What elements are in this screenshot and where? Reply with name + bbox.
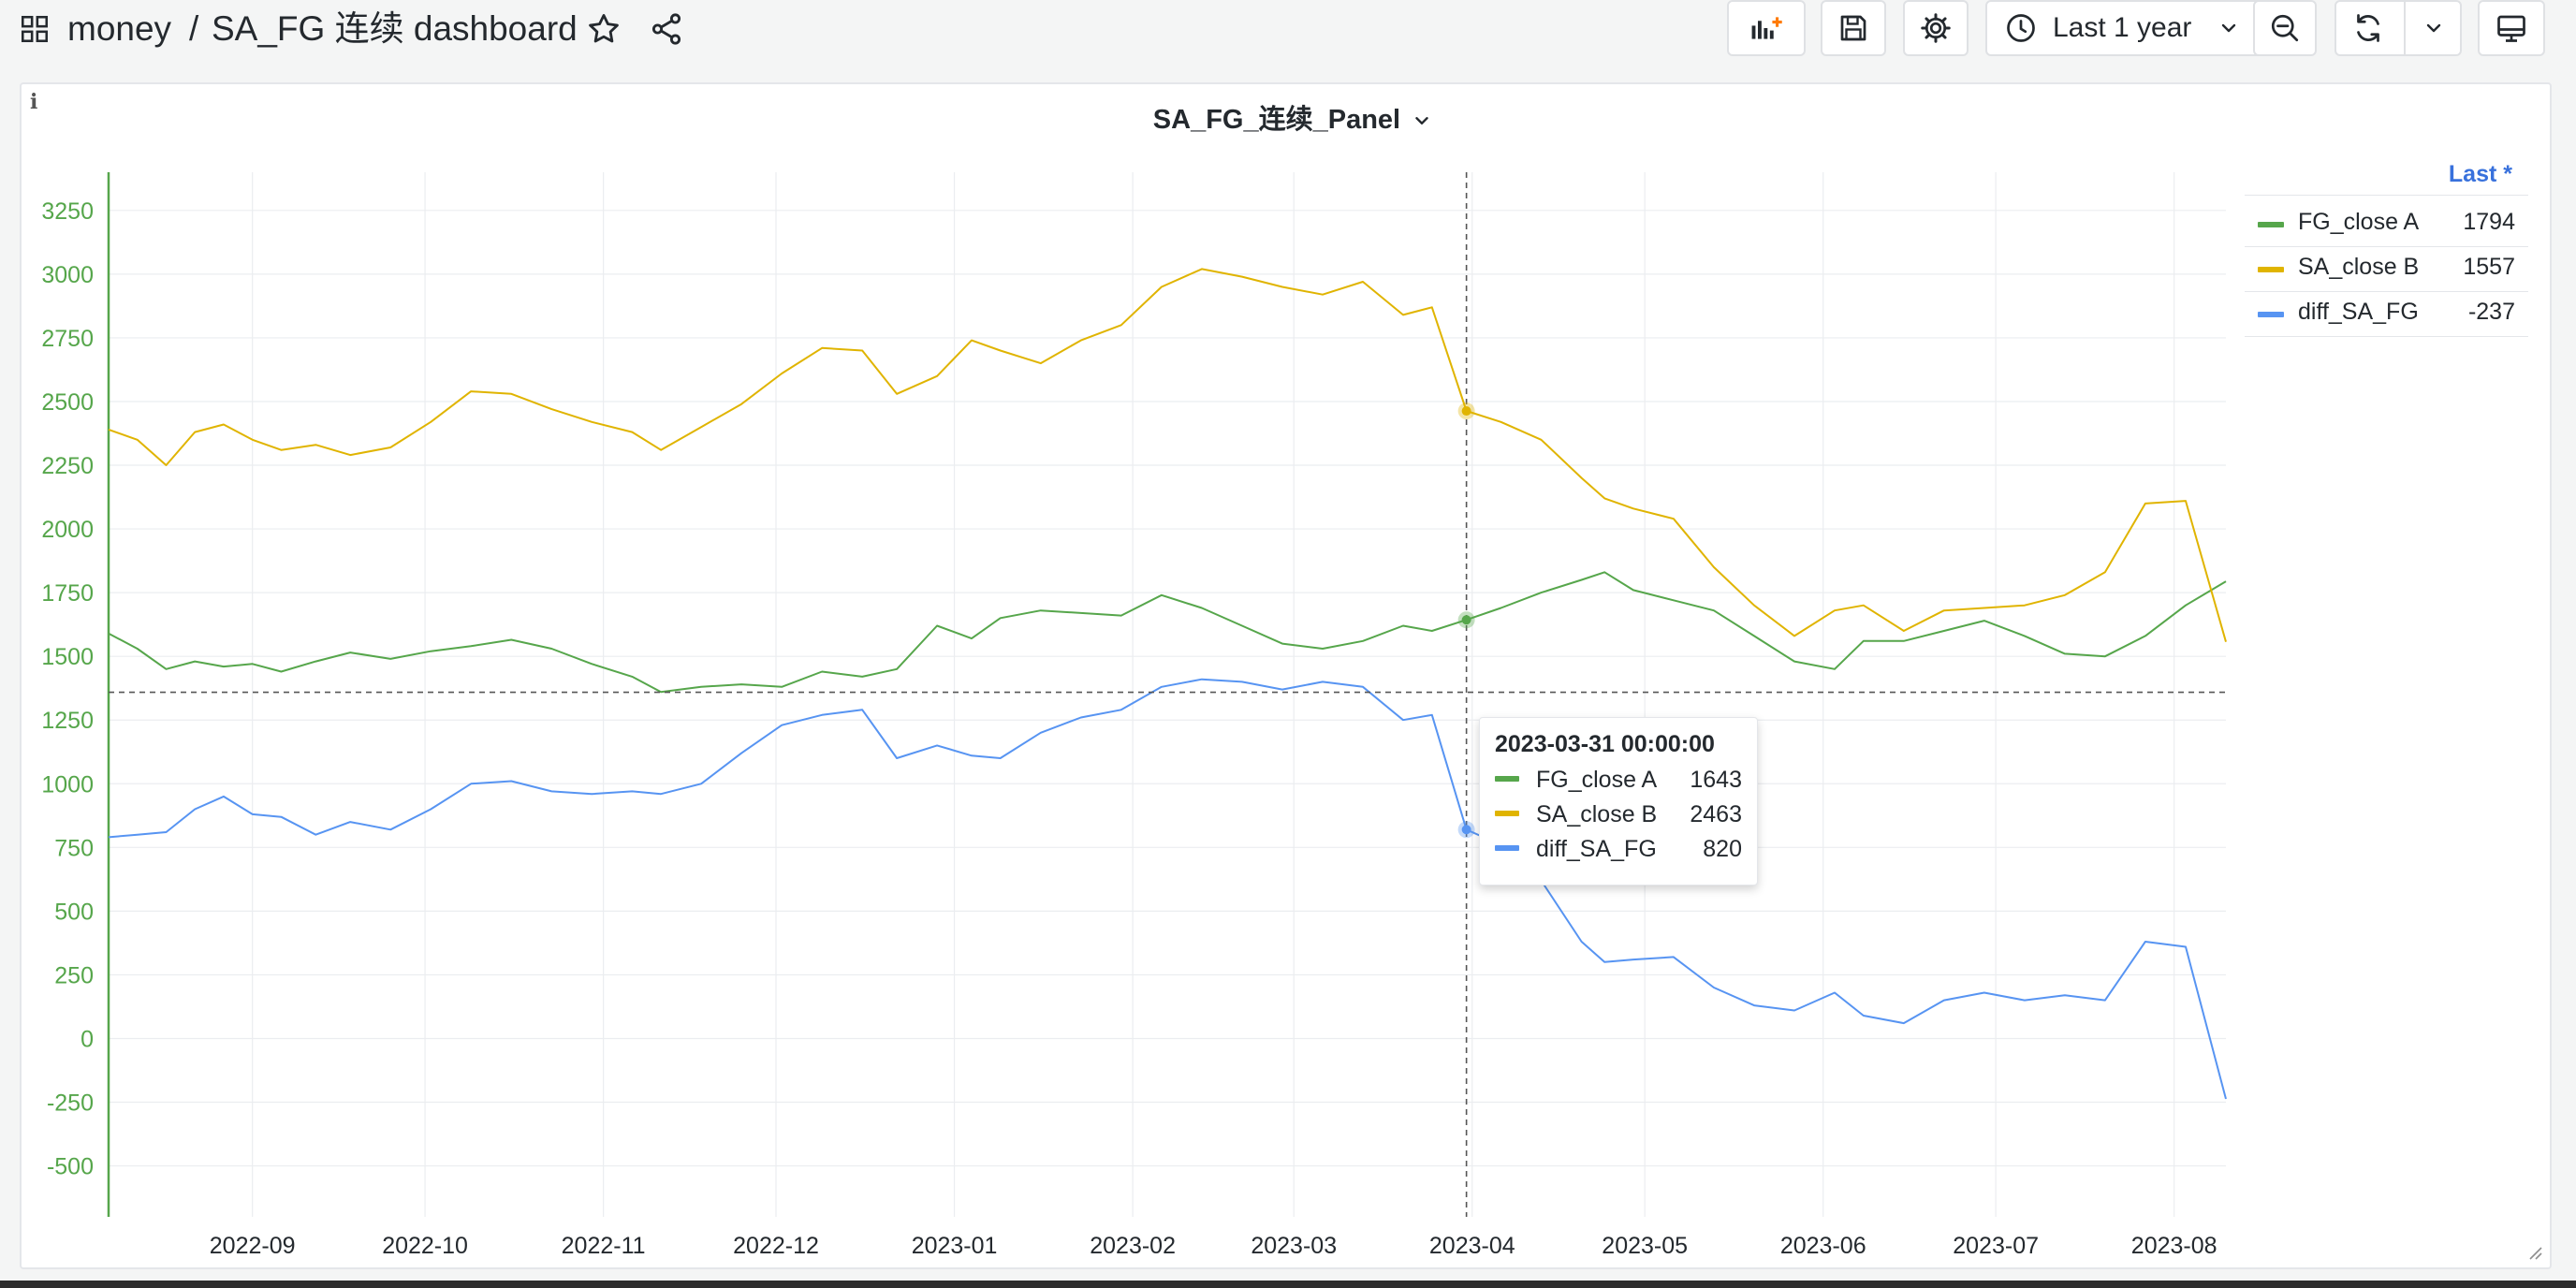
- y-tick-label: 1500: [41, 644, 94, 670]
- legend-series-value: -237: [2467, 299, 2515, 325]
- y-tick-label: 2000: [41, 517, 94, 543]
- legend-item-sa-close-b[interactable]: SA_close B 1557: [2245, 246, 2528, 292]
- tooltip-series-name: diff_SA_FG: [1536, 836, 1657, 862]
- y-tick-label: 250: [54, 962, 94, 988]
- save-icon: [1840, 15, 1866, 41]
- legend-item-fg-close-a[interactable]: FG_close A 1794: [2245, 201, 2528, 247]
- refresh-divider: [2404, 0, 2406, 56]
- y-tick-label: 2750: [41, 326, 94, 352]
- legend-header[interactable]: Last *: [2448, 161, 2512, 187]
- x-tick-label: 2022-10: [382, 1233, 468, 1259]
- hover-point: [1461, 825, 1471, 835]
- tooltip-series-name: FG_close A: [1536, 767, 1658, 793]
- monitor-icon: [2497, 15, 2525, 42]
- tv-mode-button[interactable]: [2478, 0, 2545, 56]
- save-dashboard-button[interactable]: [1821, 0, 1886, 56]
- refresh-button-group[interactable]: [2334, 0, 2462, 56]
- zoom-out-button[interactable]: [2253, 0, 2317, 56]
- breadcrumb-separator: /: [189, 9, 199, 48]
- share-icon[interactable]: [649, 11, 684, 47]
- time-range-picker[interactable]: Last 1 year: [1985, 0, 2266, 56]
- chevron-down-icon: [1415, 117, 1428, 125]
- gear-icon: [1921, 13, 1951, 43]
- legend-swatch: [2258, 312, 2284, 317]
- tooltip-row: FG_close A 1643: [1495, 763, 1742, 797]
- dashboard-header: money / SA_FG 连续 dashboard: [0, 0, 2576, 58]
- tooltip-series-value: 820: [1703, 836, 1742, 862]
- y-tick-label: 1750: [41, 580, 94, 607]
- breadcrumb-folder[interactable]: money: [67, 9, 172, 48]
- hover-point: [1461, 406, 1471, 417]
- legend-swatch: [2258, 267, 2284, 272]
- y-tick-label: 3000: [41, 262, 94, 288]
- star-icon[interactable]: [586, 11, 622, 47]
- x-tick-label: 2023-06: [1780, 1233, 1866, 1259]
- x-tick-label: 2023-05: [1602, 1233, 1688, 1259]
- x-tick-label: 2023-03: [1251, 1233, 1337, 1259]
- dashboard-title[interactable]: SA_FG 连续 dashboard: [212, 9, 578, 48]
- legend-swatch: [2258, 222, 2284, 227]
- x-tick-label: 2023-08: [2131, 1233, 2217, 1259]
- refresh-dropdown-icon[interactable]: [2422, 17, 2445, 39]
- time-range-label: Last 1 year: [2053, 12, 2192, 43]
- info-icon[interactable]: i: [30, 90, 38, 114]
- x-tick-label: 2022-11: [562, 1233, 646, 1259]
- y-tick-label: 2500: [41, 389, 94, 416]
- series-line: [108, 571, 2227, 694]
- x-tick-label: 2022-09: [210, 1233, 296, 1259]
- x-tick-label: 2023-07: [1953, 1233, 2039, 1259]
- legend-series-value: 1794: [2463, 209, 2515, 235]
- tooltip-row: diff_SA_FG 820: [1495, 832, 1742, 866]
- chart-tooltip: 2023-03-31 00:00:00 FG_close A 1643 SA_c…: [1479, 717, 1758, 886]
- legend-series-name: diff_SA_FG: [2298, 299, 2419, 325]
- legend-item-diff-sa-fg[interactable]: diff_SA_FG -237: [2245, 291, 2528, 337]
- refresh-icon[interactable]: [2351, 11, 2385, 45]
- x-tick-label: 2023-02: [1090, 1233, 1176, 1259]
- apps-grid-icon[interactable]: [19, 13, 51, 45]
- legend-series-name: FG_close A: [2298, 209, 2420, 235]
- panel-title-text: SA_FG_连续_Panel: [1152, 105, 1401, 135]
- y-tick-label: 750: [54, 835, 94, 861]
- series-line: [108, 268, 2227, 642]
- zoom-out-icon: [2271, 14, 2299, 42]
- tooltip-row: SA_close B 2463: [1495, 798, 1742, 831]
- panel-title[interactable]: SA_FG_连续_Panel: [0, 97, 2576, 137]
- y-tick-label: 1000: [41, 771, 94, 798]
- y-tick-label: -500: [47, 1154, 94, 1180]
- legend-series-name: SA_close B: [2298, 254, 2420, 280]
- tooltip-series-value: 1643: [1690, 767, 1742, 793]
- y-tick-label: -250: [47, 1090, 94, 1117]
- legend-divider: [2245, 195, 2528, 196]
- clock-icon: [2007, 14, 2035, 42]
- tooltip-swatch: [1495, 845, 1519, 851]
- tooltip-series-value: 2463: [1690, 801, 1742, 827]
- y-tick-label: 3250: [41, 198, 94, 225]
- series-line: [108, 678, 2227, 1100]
- tooltip-time: 2023-03-31 00:00:00: [1495, 731, 1715, 757]
- x-tick-label: 2023-01: [912, 1233, 998, 1259]
- panel-container: [20, 82, 2552, 1269]
- panel-resize-handle[interactable]: [2527, 1245, 2542, 1260]
- chevron-down-icon: [2222, 23, 2236, 33]
- x-tick-label: 2023-04: [1429, 1233, 1515, 1259]
- y-tick-label: 0: [80, 1026, 94, 1052]
- tooltip-swatch: [1495, 811, 1519, 816]
- tooltip-swatch: [1495, 776, 1519, 782]
- dashboard-settings-button[interactable]: [1903, 0, 1969, 56]
- x-tick-label: 2022-12: [733, 1233, 819, 1259]
- window-bottom-edge: [0, 1281, 2576, 1288]
- y-tick-label: 500: [54, 899, 94, 925]
- hover-point: [1461, 615, 1471, 625]
- tooltip-series-name: SA_close B: [1536, 801, 1658, 827]
- y-tick-label: 2250: [41, 453, 94, 479]
- legend-series-value: 1557: [2463, 254, 2515, 280]
- add-panel-icon: [1751, 17, 1782, 39]
- y-tick-label: 1250: [41, 708, 94, 734]
- add-panel-button[interactable]: [1727, 0, 1806, 56]
